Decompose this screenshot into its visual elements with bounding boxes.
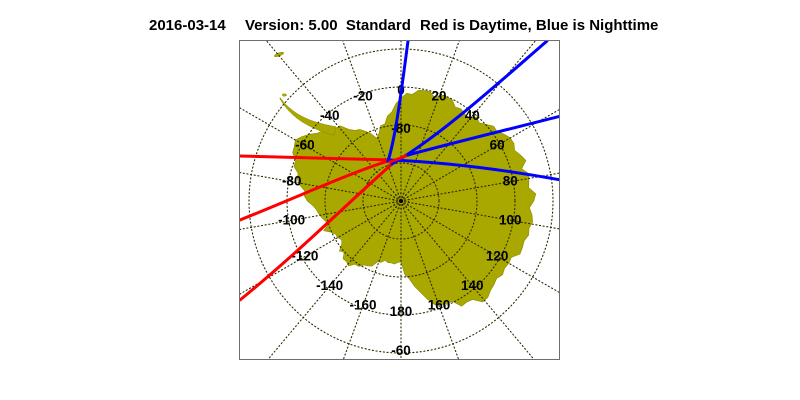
svg-text:160: 160 (428, 297, 451, 312)
svg-text:120: 120 (486, 249, 509, 264)
svg-text:-60: -60 (295, 138, 315, 153)
svg-text:-20: -20 (353, 89, 373, 104)
svg-text:20: 20 (431, 89, 446, 104)
svg-text:-140: -140 (316, 278, 343, 293)
svg-text:-100: -100 (278, 212, 305, 227)
svg-text:140: 140 (461, 278, 484, 293)
svg-text:-80: -80 (282, 174, 302, 189)
svg-text:80: 80 (503, 174, 518, 189)
svg-text:-60: -60 (391, 343, 411, 358)
svg-text:-160: -160 (349, 297, 376, 312)
svg-text:180: 180 (390, 304, 413, 319)
svg-text:60: 60 (490, 138, 505, 153)
svg-text:100: 100 (499, 212, 522, 227)
svg-text:-40: -40 (320, 108, 340, 123)
